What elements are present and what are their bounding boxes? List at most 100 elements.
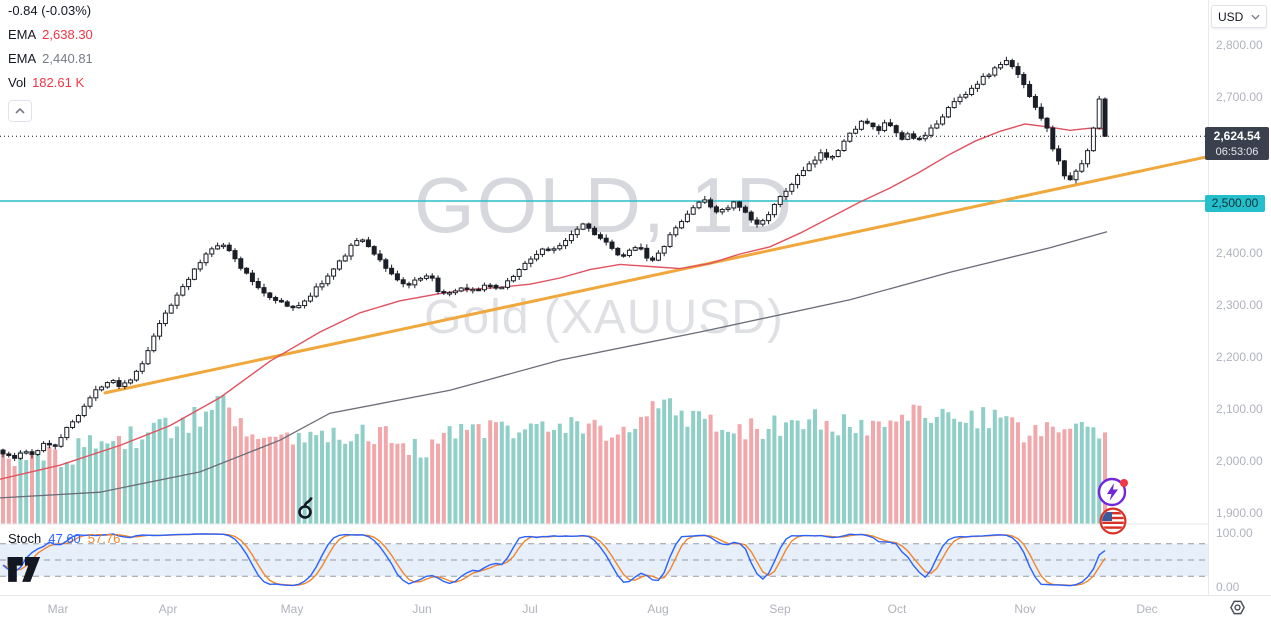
time-scale[interactable]: Mar Apr May Jun Jul Aug Sep Oct Nov Dec [0, 595, 1271, 622]
candle-body [597, 234, 603, 239]
candle-body [858, 120, 864, 130]
volume-bar [256, 439, 261, 524]
last-price-badge: 2,624.54 06:53:06 [1205, 127, 1269, 160]
candle-body [516, 269, 522, 277]
ema-slow-row[interactable]: EMA 2,440.81 [8, 51, 93, 66]
timezone-settings-button[interactable] [1229, 599, 1246, 621]
candle-body [806, 163, 812, 172]
candle-body [360, 239, 366, 242]
volume-bar [337, 439, 342, 524]
candle-body [510, 275, 516, 282]
volume-bar [1027, 435, 1032, 524]
candle-body [435, 277, 441, 293]
news-event-marker[interactable] [296, 496, 316, 525]
candle-body [812, 159, 818, 165]
candle-body [255, 280, 261, 289]
volume-bar [476, 424, 481, 524]
volume-bar [1062, 429, 1067, 524]
volume-bar [389, 443, 394, 524]
candle-body [609, 241, 615, 249]
volume-bar [621, 426, 626, 524]
candle-body [771, 203, 777, 216]
candle-body [35, 450, 41, 455]
legend-collapse-button[interactable] [8, 100, 32, 122]
candle-body [70, 421, 76, 428]
candle-body [52, 444, 58, 447]
volume-bar [453, 438, 458, 524]
ema-slow-line[interactable] [0, 231, 1108, 499]
volume-bar [366, 441, 371, 524]
candle-body [945, 107, 951, 118]
volume-bar [1039, 436, 1044, 524]
volume-bar [859, 419, 864, 524]
candle-body [870, 122, 876, 128]
candle-body [1003, 60, 1009, 66]
candle-body [394, 273, 400, 281]
candle-body [110, 380, 116, 384]
candle-body [278, 299, 284, 303]
ema-fast-line[interactable] [0, 123, 1108, 480]
candle-body [835, 149, 841, 157]
volume-bar [987, 428, 991, 524]
candle-body [122, 382, 128, 387]
candle-body [1073, 170, 1079, 181]
volume-bar [227, 407, 232, 524]
candle-body [574, 228, 580, 236]
price-axis-label: 2,700.00 [1216, 90, 1263, 104]
currency-dropdown[interactable]: USD [1211, 5, 1267, 28]
volume-bar [917, 405, 922, 524]
time-axis-label: Sep [769, 602, 791, 616]
volume-bar [494, 422, 498, 524]
candle-body [226, 244, 232, 252]
volume-bar [221, 395, 226, 524]
price-axis-label: 2,100.00 [1216, 402, 1263, 416]
candle-body [963, 93, 969, 98]
candle-body [760, 220, 766, 225]
horizontal-level-badge: 2,500.00 [1205, 195, 1265, 212]
volume-bar [847, 426, 852, 524]
volume-bar [285, 432, 290, 524]
stoch-legend-row[interactable]: Stoch 47.60 57.76 [8, 531, 120, 546]
volume-bar [865, 435, 870, 524]
candle-body [998, 64, 1004, 69]
candle-body [273, 297, 279, 301]
currency-value: USD [1218, 9, 1244, 24]
ema-fast-row[interactable]: EMA 2,638.30 [8, 27, 93, 42]
volume-bar [888, 420, 893, 524]
volume-bar [1016, 422, 1020, 524]
volume-bar [296, 433, 301, 524]
volume-bar [992, 409, 997, 524]
volume-bar [233, 426, 237, 524]
volume-bar [499, 421, 504, 524]
us-economic-event-marker[interactable] [1098, 506, 1128, 541]
volume-bar [401, 443, 406, 524]
price-scale[interactable]: 2,800.00 2,700.00 2,500.00 2,400.00 2,300.00… [1208, 0, 1271, 595]
candle-body [1044, 117, 1050, 129]
time-axis-label: Aug [647, 602, 669, 616]
tradingview-logo[interactable] [7, 557, 45, 588]
candle-body [766, 214, 772, 222]
gear-icon [1230, 600, 1245, 615]
candle-body [157, 323, 163, 337]
stoch-k-line[interactable] [2, 533, 1106, 587]
candle-body [168, 304, 174, 314]
volume-row[interactable]: Vol 182.61 K [8, 75, 84, 90]
trendline[interactable] [103, 155, 1209, 395]
candle-body [534, 253, 540, 260]
volume-bar [969, 410, 974, 524]
candle-body [348, 244, 354, 257]
candle-body [551, 248, 557, 251]
candle-body [464, 287, 470, 290]
flame-event-icon [298, 496, 313, 519]
volume-bar [99, 441, 104, 524]
candle-body [829, 155, 835, 159]
economic-event-marker[interactable] [1097, 476, 1131, 513]
volume-bar [1033, 425, 1038, 524]
candle-body [476, 288, 482, 292]
time-axis-label: Jun [412, 602, 432, 616]
candle-body [191, 268, 197, 280]
candle-body [505, 280, 511, 288]
volume-bar [644, 416, 649, 524]
candle-body [1079, 163, 1085, 172]
